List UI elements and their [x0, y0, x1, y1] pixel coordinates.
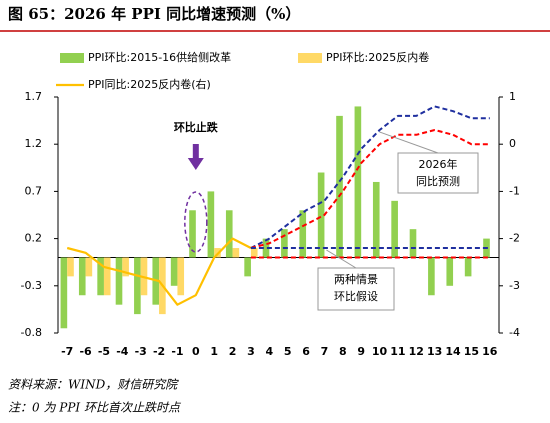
x-tick-label: 9 [357, 345, 365, 358]
bar [134, 257, 141, 315]
bar [428, 257, 435, 296]
bar [281, 229, 288, 258]
y-tick-label: 0.7 [25, 184, 43, 197]
x-tick-label: 3 [247, 345, 255, 358]
x-tick-label: 15 [464, 345, 479, 358]
bar [170, 257, 178, 286]
x-tick-label: 10 [372, 345, 388, 358]
y-tick-label: 1.2 [25, 137, 43, 150]
line [250, 105, 490, 249]
annotation: 两种情景 [334, 272, 378, 286]
x-tick-label: 16 [482, 345, 498, 358]
bar [103, 257, 111, 296]
bar [317, 172, 325, 258]
x-tick-label: 13 [427, 345, 442, 358]
x-tick-label: 6 [302, 345, 310, 358]
bar [189, 210, 196, 258]
x-tick-label: 7 [321, 345, 329, 358]
x-tick-label: -3 [135, 345, 147, 358]
y2-tick-label: 1 [509, 90, 516, 103]
legend-swatch [298, 53, 322, 63]
x-tick-label: 8 [339, 345, 347, 358]
x-tick-label: 5 [284, 345, 292, 358]
chart-title: 图 65：2026 年 PPI 同比增速预测（%） [8, 5, 300, 23]
x-tick-label: 1 [210, 345, 218, 358]
callout [317, 267, 395, 311]
x-tick-label: 11 [390, 345, 405, 358]
bar [177, 257, 185, 296]
x-tick-label: -5 [98, 345, 110, 358]
callout-pointer [379, 131, 439, 154]
bar [97, 257, 104, 296]
note: 注：0 为 PPI 环比首次止跌时点 [8, 401, 182, 415]
bar [232, 248, 240, 258]
y-tick-label: 1.7 [25, 90, 43, 103]
bar [225, 210, 233, 258]
bar [372, 181, 380, 258]
x-tick-label: -2 [153, 345, 165, 358]
annotation: 环比假设 [334, 289, 378, 303]
x-tick-label: 2 [229, 345, 237, 358]
x-tick-label: -1 [171, 345, 183, 358]
x-tick-label: -7 [61, 345, 73, 358]
bar [250, 248, 258, 258]
line [66, 237, 252, 306]
y2-tick-label: -2 [509, 232, 520, 245]
line [250, 129, 490, 249]
source: 资料来源：WIND，财信研究院 [8, 378, 179, 392]
bar [207, 191, 215, 258]
y-tick-label: 0.2 [25, 232, 43, 245]
legend-label: PPI环比:2015-16供给侧改革 [88, 50, 231, 64]
annotation: 环比止跌 [174, 120, 219, 134]
callout-pointer [326, 249, 357, 269]
legend-label: PPI环比:2025反内卷 [326, 50, 429, 64]
bar [67, 257, 74, 277]
x-tick-label: 14 [445, 345, 461, 358]
callout [397, 152, 479, 194]
y2-tick-label: -1 [509, 184, 520, 197]
x-tick-label: -4 [116, 345, 129, 358]
bar [446, 257, 454, 286]
bar [464, 257, 472, 277]
y-tick-label: -0.8 [21, 326, 42, 339]
bar [354, 106, 362, 258]
y-tick-label: -0.3 [21, 279, 42, 292]
bar [409, 229, 417, 258]
bar [299, 210, 307, 258]
y2-tick-label: 0 [509, 137, 516, 150]
x-tick-label: 4 [265, 345, 273, 358]
bar [336, 115, 343, 258]
x-tick-label: 12 [409, 345, 424, 358]
bar [262, 238, 270, 258]
y2-tick-label: -3 [509, 279, 520, 292]
legend-swatch [60, 53, 84, 63]
bar [122, 257, 129, 277]
legend-label: PPI同比:2025反内卷(右) [88, 77, 211, 91]
bar [60, 257, 68, 329]
bar [115, 257, 123, 305]
y2-tick-label: -4 [509, 326, 520, 339]
annotation-arrow [187, 144, 204, 170]
x-tick-label: 0 [192, 345, 200, 358]
bar [85, 257, 93, 277]
bar [78, 257, 86, 296]
annotation-ellipse [184, 191, 208, 253]
annotation: 同比预测 [416, 175, 460, 188]
x-tick-label: -6 [79, 345, 92, 358]
annotation: 2026年 [419, 157, 458, 171]
bar [391, 200, 398, 258]
bar [244, 257, 251, 277]
